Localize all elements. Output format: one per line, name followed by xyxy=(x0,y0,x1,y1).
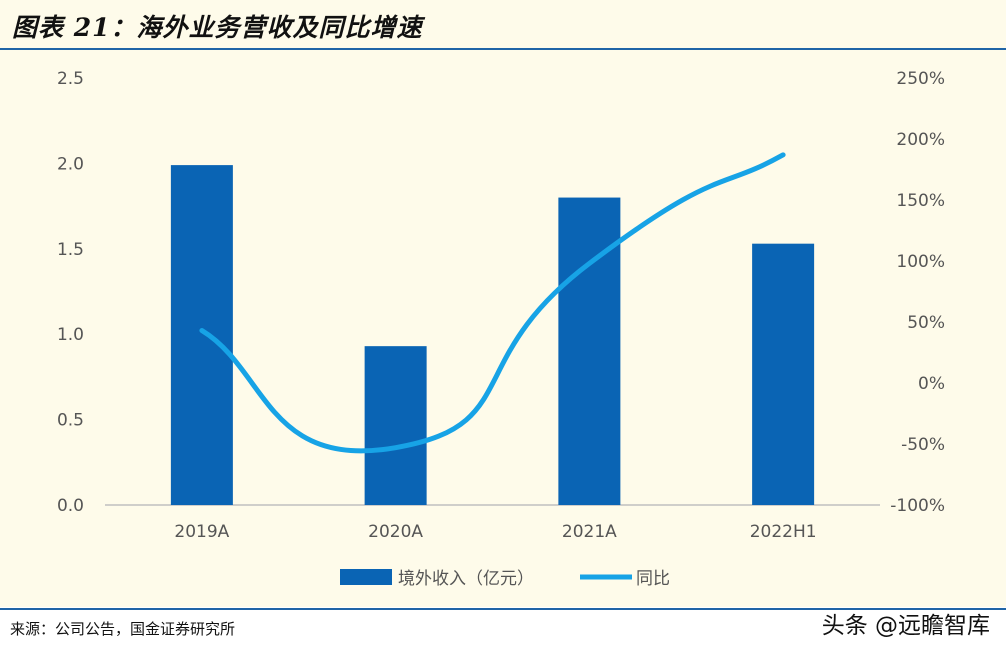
x-tick-label: 2021A xyxy=(562,522,617,542)
footer-rule xyxy=(0,608,1006,610)
right-axis-tick-label: 150% xyxy=(896,191,945,211)
right-axis-tick-label: -50% xyxy=(901,435,945,455)
x-tick-label: 2020A xyxy=(368,522,423,542)
left-axis-tick-label: 1.0 xyxy=(57,325,84,345)
legend-bar-label: 境外收入（亿元） xyxy=(398,569,534,589)
chart-title: 图表 21：海外业务营收及同比增速 xyxy=(12,13,423,42)
bar-2021A xyxy=(558,197,621,505)
plot-area xyxy=(0,50,1006,607)
left-axis-tick-label: 2.5 xyxy=(57,69,84,89)
left-axis-tick-label: 0.0 xyxy=(57,496,84,516)
legend-bar-swatch xyxy=(340,569,392,585)
bar-2022H1 xyxy=(752,243,815,505)
watermark: 头条 @远瞻智库 xyxy=(821,613,990,639)
right-axis-tick-label: 0% xyxy=(918,374,945,394)
right-axis-tick-label: 100% xyxy=(896,252,945,272)
chart: 0.0 0.5 1.0 1.5 2.0 2.5 -100% -50% 0% 50% 100% 150%… xyxy=(57,69,945,589)
left-axis-tick-label: 0.5 xyxy=(57,411,84,431)
bar-2019A xyxy=(170,165,233,505)
title-bar: 图表 21：海外业务营收及同比增速 xyxy=(0,0,1006,50)
right-axis-tick-label: 200% xyxy=(896,130,945,150)
bar-2020A xyxy=(364,346,427,505)
x-tick-label: 2022H1 xyxy=(750,522,817,542)
legend-line-label: 同比 xyxy=(636,569,670,589)
left-axis-tick-label: 2.0 xyxy=(57,154,84,174)
source-note: 来源：公司公告，国金证券研究所 xyxy=(10,620,236,638)
yoy-growth-line xyxy=(199,152,786,454)
right-axis-tick-label: -100% xyxy=(890,496,945,516)
right-axis-tick-label: 250% xyxy=(896,69,945,89)
left-axis-tick-label: 1.5 xyxy=(57,240,84,260)
x-tick-label: 2019A xyxy=(174,522,229,542)
right-axis-tick-label: 50% xyxy=(907,313,945,333)
